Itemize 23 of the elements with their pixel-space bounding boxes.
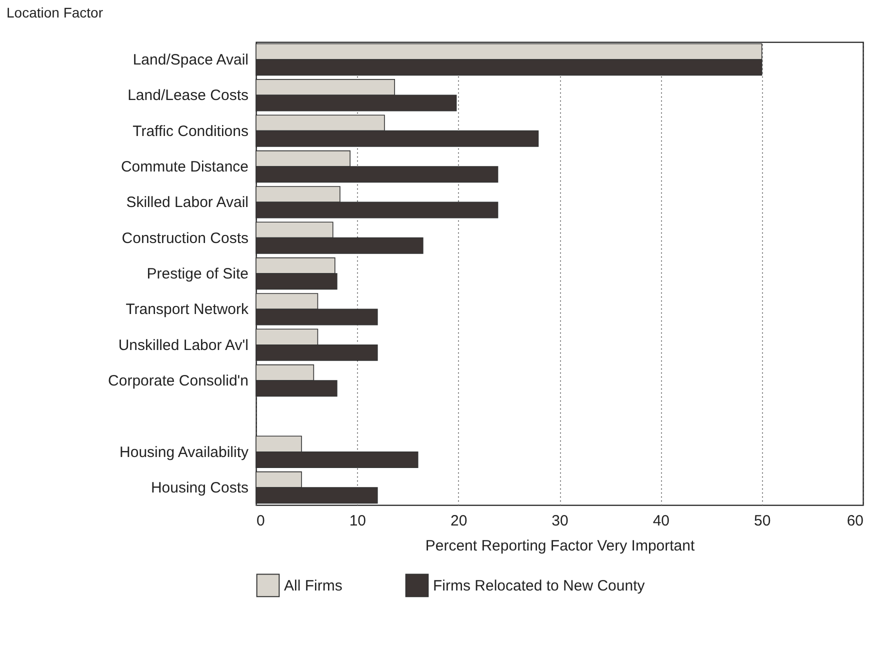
y-tick-label: Construction Costs — [122, 230, 248, 247]
x-tick-label: 10 — [349, 512, 366, 530]
legend-label: All Firms — [284, 577, 342, 594]
x-axis-title: Percent Reporting Factor Very Important — [425, 538, 696, 554]
y-axis-title: Location Factor — [6, 4, 104, 20]
y-tick-label: Land/Lease Costs — [128, 87, 248, 104]
y-tick-label: Housing Costs — [150, 480, 248, 497]
x-tick-label: 40 — [652, 512, 670, 530]
y-tick-label: Traffic Conditions — [132, 122, 248, 140]
x-tick-label: 50 — [754, 512, 771, 530]
y-tick-label: Skilled Labor Avail — [126, 194, 248, 212]
x-tick-label: 20 — [450, 512, 468, 530]
x-tick-label: 60 — [846, 512, 864, 530]
y-tick-label: Transport Network — [126, 301, 249, 318]
y-tick-label: Commute Distance — [120, 158, 248, 176]
y-tick-label: Prestige of Site — [146, 266, 248, 282]
y-tick-label: Corporate Consolid'n — [108, 372, 248, 390]
x-tick-label: 0 — [256, 512, 265, 530]
y-tick-label: Unskilled Labor Av'l — [118, 336, 248, 354]
y-tick-label: Land/Space Avail — [132, 51, 248, 68]
x-tick-label: 30 — [552, 512, 568, 530]
y-tick-label: Housing Availability — [120, 444, 249, 461]
legend-label: Firms Relocated to New County — [433, 577, 646, 594]
